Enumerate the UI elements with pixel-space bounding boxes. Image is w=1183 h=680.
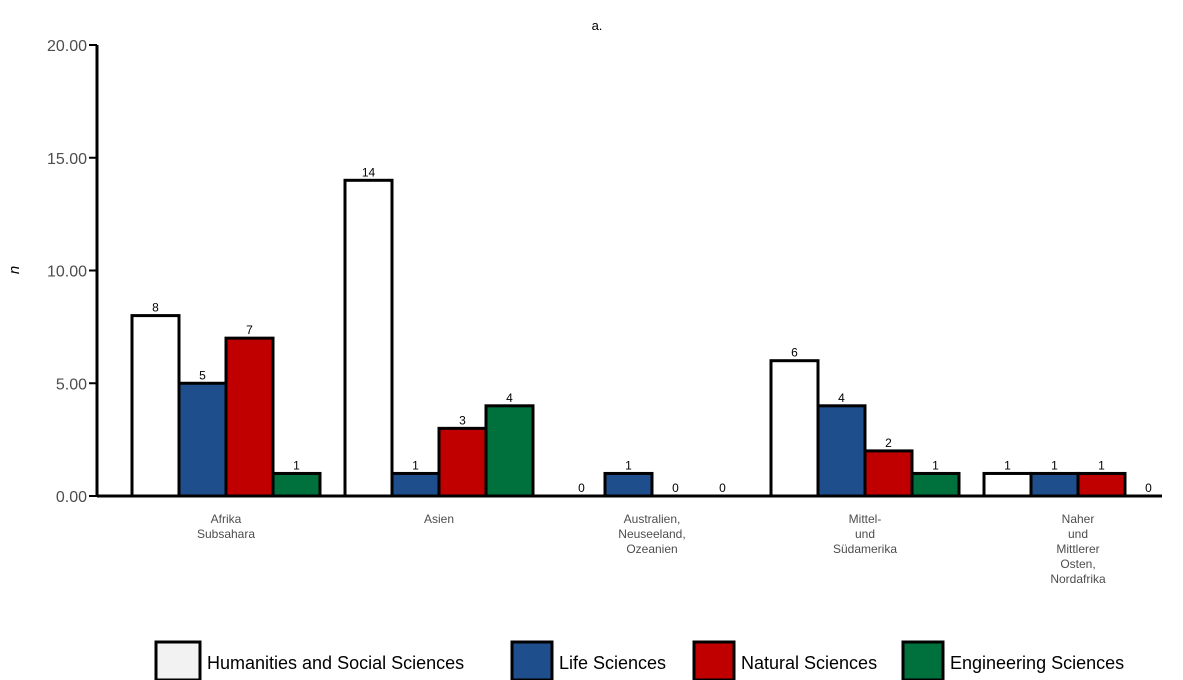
- category-label: Asien: [424, 512, 454, 526]
- data-label: 8: [152, 301, 159, 315]
- category-label-line: und: [1068, 527, 1088, 541]
- bar: [390, 471, 441, 498]
- chart-title: a.: [592, 18, 603, 33]
- y-tick-label: 10.00: [47, 264, 87, 281]
- data-label: 4: [838, 391, 845, 405]
- legend-label: Life Sciences: [559, 653, 666, 673]
- data-label: 0: [719, 481, 726, 495]
- data-label: 1: [932, 458, 939, 472]
- category-labels: Afrika Subsahara Asien Australien, Neuseelan…: [197, 512, 1106, 586]
- category-label-line: Neuseeland,: [618, 527, 685, 541]
- legend-label: Humanities and Social Sciences: [207, 653, 464, 673]
- bar: [177, 381, 228, 498]
- category-label-line: Subsahara: [197, 527, 255, 541]
- y-tick-label: 15.00: [47, 151, 87, 168]
- y-tick-label: 0.00: [56, 489, 87, 506]
- legend-swatch: [692, 640, 736, 680]
- bar: [1076, 471, 1127, 498]
- data-label: 7: [246, 323, 253, 337]
- bar: [1029, 471, 1080, 498]
- data-label: 14: [362, 165, 376, 179]
- y-tick-label: 5.00: [56, 376, 87, 393]
- category-label-line: Asien: [424, 512, 454, 526]
- category-label: Australien, Neuseeland, Ozeanien: [618, 512, 685, 556]
- data-label: 1: [1051, 458, 1058, 472]
- data-label: 5: [199, 368, 206, 382]
- bar: [816, 404, 867, 498]
- bar: [130, 314, 181, 498]
- category-label-line: Osten,: [1060, 557, 1095, 571]
- category-label: Naher und Mittlerer Osten, Nordafrika: [1050, 512, 1106, 586]
- data-labels: 8 5 7 1 14 1 3 4 0 1 0 0 6 4 2 1 1 1 1 0: [152, 165, 1152, 495]
- legend-label: Engineering Sciences: [950, 653, 1124, 673]
- category-label-line: und: [855, 527, 875, 541]
- bar: [769, 359, 820, 498]
- category-label-line: Ozeanien: [626, 542, 677, 556]
- axes: [95, 45, 1162, 498]
- bar: [437, 426, 488, 498]
- data-label: 0: [1145, 481, 1152, 495]
- y-axis-ticks: 0.00 5.00 10.00 15.00 20.00: [47, 38, 97, 506]
- bar: [484, 404, 535, 498]
- category-label: Mittel-und Südamerika: [833, 512, 897, 556]
- category-label-line: Naher: [1062, 512, 1095, 526]
- data-label: 3: [459, 413, 466, 427]
- bar: [910, 471, 961, 498]
- bars: [130, 178, 1127, 498]
- y-axis-label: n: [6, 266, 23, 274]
- data-label: 1: [625, 458, 632, 472]
- legend-swatch: [154, 640, 202, 680]
- bar: [603, 471, 654, 498]
- data-label: 2: [885, 436, 892, 450]
- legend-label: Natural Sciences: [741, 653, 877, 673]
- legend-swatch: [901, 640, 945, 680]
- data-label: 1: [293, 458, 300, 472]
- bar: [982, 471, 1033, 498]
- category-label-line: Südamerika: [833, 542, 897, 556]
- bar: [271, 471, 322, 498]
- data-label: 1: [1004, 458, 1011, 472]
- data-label: 4: [506, 391, 513, 405]
- data-label: 0: [672, 481, 679, 495]
- category-label-line: Mittlerer: [1056, 542, 1099, 556]
- legend: Humanities and Social Sciences Life Scien…: [154, 640, 1124, 680]
- category-label-line: Nordafrika: [1050, 572, 1106, 586]
- y-tick-label: 20.00: [47, 38, 87, 55]
- bar: [343, 178, 394, 498]
- bar: [863, 449, 914, 498]
- data-label: 1: [1098, 458, 1105, 472]
- legend-swatch: [510, 640, 554, 680]
- category-label: Afrika Subsahara: [197, 512, 255, 541]
- category-label-line: Australien,: [624, 512, 681, 526]
- data-label: 0: [578, 481, 585, 495]
- data-label: 6: [791, 346, 798, 360]
- category-label-line: Afrika: [211, 512, 242, 526]
- bar: [224, 336, 275, 498]
- data-label: 1: [412, 458, 419, 472]
- category-label-line: Mittel-: [849, 512, 882, 526]
